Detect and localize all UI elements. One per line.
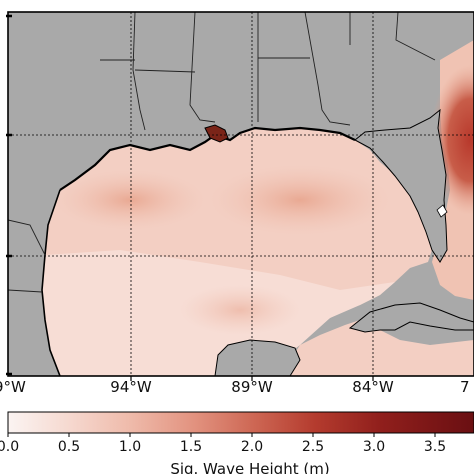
cbar-tick-4: 2.0 xyxy=(241,439,263,455)
lake-okeechobee xyxy=(436,204,448,218)
lon-label-84w: 84°W xyxy=(352,378,394,396)
colorbar xyxy=(7,411,474,434)
cuba-land xyxy=(348,302,474,333)
cbar-tick-7: 3.5 xyxy=(424,439,446,455)
lon-ticks xyxy=(130,376,374,381)
map-plot-area xyxy=(8,12,474,376)
lon-label-94w: 94°W xyxy=(110,378,152,396)
florida-land xyxy=(354,108,448,263)
cbar-tick-2: 1.0 xyxy=(119,439,141,455)
colorbar-ticks xyxy=(7,433,436,437)
cbar-tick-6: 3.0 xyxy=(363,439,385,455)
map-frame xyxy=(7,11,474,377)
cbar-tick-0: 0.0 xyxy=(0,439,19,455)
yucatan-land xyxy=(214,339,301,376)
cbar-tick-5: 2.5 xyxy=(302,439,324,455)
lon-label-89w: 89°W xyxy=(231,378,273,396)
lat-ticks xyxy=(6,14,12,376)
lon-label-99w: 9°W xyxy=(0,378,26,396)
cbar-tick-1: 0.5 xyxy=(58,439,80,455)
cbar-tick-3: 1.5 xyxy=(180,439,202,455)
colorbar-title: Sig. Wave Height (m) xyxy=(170,460,329,474)
caribbean-water xyxy=(280,320,474,376)
texas-mexico-coastline xyxy=(41,189,61,376)
state-boundaries xyxy=(8,12,436,293)
map-gridlines xyxy=(8,12,474,376)
lake-pontchartrain xyxy=(204,124,229,143)
lon-label-79w: 7 xyxy=(460,378,470,396)
